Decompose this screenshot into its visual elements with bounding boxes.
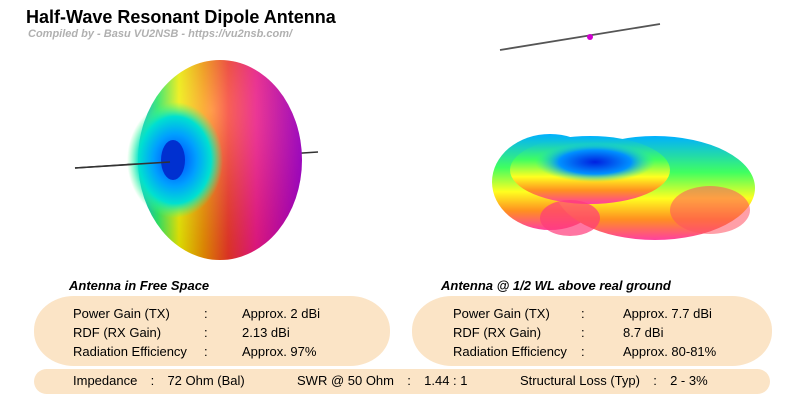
spec-label: RDF (RX Gain) — [453, 325, 542, 340]
swr-value: 1.44 : 1 — [424, 373, 468, 388]
impedance-spec: Impedance : 72 Ohm (Bal) — [73, 373, 245, 388]
spec-separator: : — [581, 344, 585, 359]
spec-label: Radiation Efficiency — [453, 344, 567, 359]
impedance-separator: : — [150, 373, 155, 388]
spec-label: Power Gain (TX) — [73, 306, 170, 321]
impedance-label: Impedance — [73, 373, 138, 388]
above-ground-pattern-image — [492, 23, 755, 240]
spec-row: Radiation Efficiency : Approx. 97% — [73, 342, 383, 361]
spec-row: Power Gain (TX) : Approx. 7.7 dBi — [453, 304, 763, 323]
spec-row: Radiation Efficiency : Approx. 80-81% — [453, 342, 763, 361]
above-ground-panel — [412, 296, 772, 366]
spec-value: 8.7 dBi — [623, 325, 664, 340]
spec-label: RDF (RX Gain) — [73, 325, 162, 340]
spec-value: Approx. 2 dBi — [242, 306, 321, 321]
spec-row: Power Gain (TX) : Approx. 2 dBi — [73, 304, 383, 323]
swr-separator: : — [407, 373, 411, 388]
free-space-heading: Antenna in Free Space — [69, 278, 210, 293]
spec-value: Approx. 7.7 dBi — [623, 306, 712, 321]
above-ground-specs: Power Gain (TX) : Approx. 7.7 dBi RDF (R… — [453, 304, 763, 361]
swr-label: SWR @ 50 Ohm — [297, 373, 394, 388]
swr-spec: SWR @ 50 Ohm : 1.44 : 1 — [297, 373, 468, 388]
bottom-panel — [34, 369, 770, 394]
free-space-pattern-image — [74, 60, 319, 260]
spec-separator: : — [581, 306, 585, 321]
impedance-value: 72 Ohm (Bal) — [167, 373, 245, 388]
structural-loss-label: Structural Loss (Typ) — [520, 373, 640, 388]
structural-loss-separator: : — [653, 373, 657, 388]
spec-value: Approx. 80-81% — [623, 344, 717, 359]
structural-loss-spec: Structural Loss (Typ) : 2 - 3% — [520, 373, 708, 388]
spec-row: RDF (RX Gain) : 8.7 dBi — [453, 323, 763, 342]
spec-separator: : — [204, 325, 208, 340]
spec-value: 2.13 dBi — [242, 325, 290, 340]
free-space-panel — [34, 296, 390, 366]
page-title: Half-Wave Resonant Dipole Antenna — [26, 7, 336, 27]
spec-label: Radiation Efficiency — [73, 344, 187, 359]
spec-label: Power Gain (TX) — [453, 306, 550, 321]
spec-separator: : — [204, 344, 208, 359]
free-space-specs: Power Gain (TX) : Approx. 2 dBi RDF (RX … — [73, 304, 383, 361]
spec-separator: : — [204, 306, 208, 321]
spec-value: Approx. 97% — [242, 344, 317, 359]
structural-loss-value: 2 - 3% — [670, 373, 708, 388]
spec-row: RDF (RX Gain) : 2.13 dBi — [73, 323, 383, 342]
page-subtitle: Compiled by - Basu VU2NSB - https://vu2n… — [28, 28, 293, 40]
above-ground-heading: Antenna @ 1/2 WL above real ground — [441, 278, 671, 293]
spec-separator: : — [581, 325, 585, 340]
